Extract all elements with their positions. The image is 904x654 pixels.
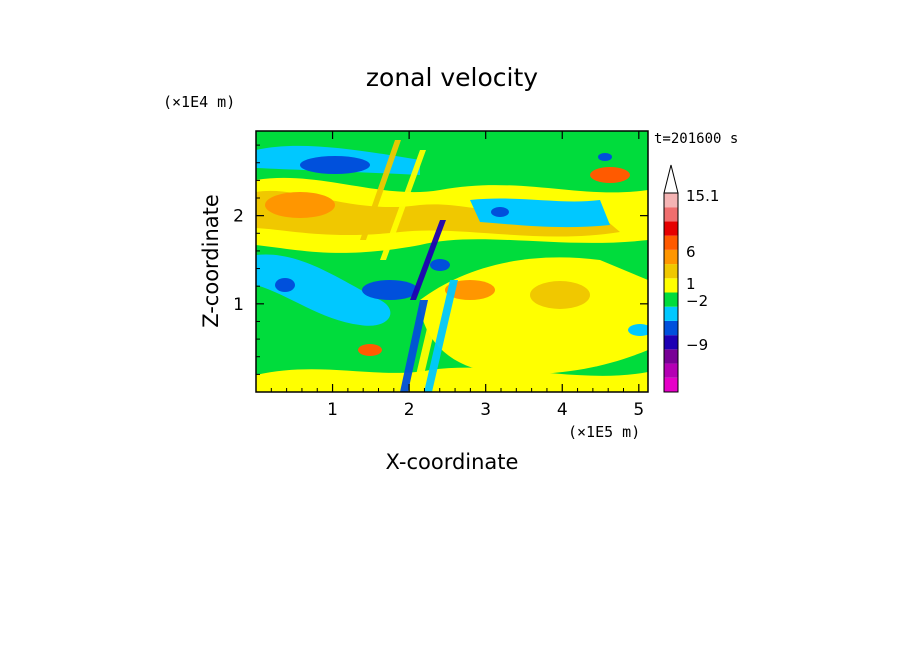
- colorbar-swatch: [664, 320, 678, 336]
- plot-frame: [255, 130, 649, 393]
- colorbar-swatch: [664, 221, 678, 236]
- x-tick-label: 2: [404, 400, 415, 420]
- chart-title: zonal velocity: [366, 63, 538, 92]
- x-tick-label: 5: [633, 400, 644, 420]
- x-tick-label: 1: [327, 400, 338, 420]
- colorbar-arrow: [663, 164, 679, 194]
- colorbar-swatch: [664, 363, 678, 378]
- heatmap-field: [256, 131, 648, 392]
- colorbar-label: 15.1: [686, 187, 719, 205]
- x-scale-label: (×1E5 m): [568, 423, 640, 441]
- colorbar-swatch: [664, 235, 678, 250]
- colorbar-swatch: [664, 377, 678, 392]
- y-axis-label: Z-coordinate: [199, 194, 223, 328]
- colorbar-swatch: [664, 207, 678, 222]
- colorbar-swatch: [664, 278, 678, 293]
- x-tick-label: 3: [480, 400, 491, 420]
- y-tick-label: 2: [233, 207, 244, 227]
- colorbar: 15.1 6 1−2 −9: [663, 164, 719, 393]
- colorbar-swatch: [664, 249, 678, 265]
- colorbar-swatch: [664, 193, 678, 208]
- colorbar-label: 1: [686, 275, 696, 293]
- colorbar-label: −9: [686, 336, 708, 354]
- colorbar-swatch: [664, 292, 678, 307]
- colorbar-label: −2: [686, 292, 708, 310]
- colorbar-swatch: [664, 349, 678, 364]
- colorbar-label: 6: [686, 243, 696, 261]
- colorbar-swatch: [664, 306, 678, 321]
- y-scale-label: (×1E4 m): [163, 93, 235, 111]
- time-label: t=201600 s: [654, 131, 738, 147]
- x-axis-label: X-coordinate: [386, 450, 519, 474]
- colorbar-swatch: [664, 335, 678, 350]
- y-tick-label: 1: [233, 295, 244, 315]
- colorbar-frame: [663, 192, 679, 393]
- axes: 1 2 3 4 5 1 2: [233, 131, 648, 420]
- colorbar-swatch: [664, 264, 678, 279]
- x-tick-label: 4: [557, 400, 568, 420]
